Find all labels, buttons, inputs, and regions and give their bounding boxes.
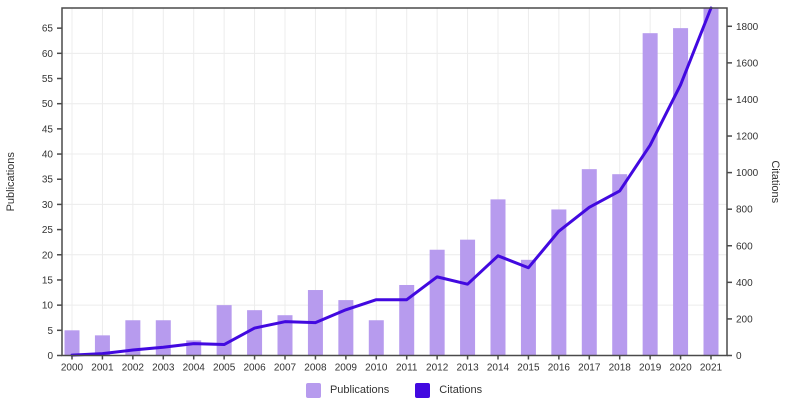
bar-2005 bbox=[216, 305, 232, 356]
svg-text:200: 200 bbox=[736, 314, 753, 325]
bar-2021 bbox=[703, 8, 719, 356]
svg-text:2001: 2001 bbox=[91, 363, 114, 374]
bar-2006 bbox=[247, 310, 263, 356]
svg-text:55: 55 bbox=[42, 74, 54, 85]
bar-2014 bbox=[490, 199, 506, 356]
bar-2007 bbox=[277, 315, 293, 356]
svg-text:5: 5 bbox=[47, 326, 53, 337]
bar-2003 bbox=[155, 320, 171, 356]
svg-text:40: 40 bbox=[42, 150, 54, 161]
plot-border bbox=[61, 7, 728, 357]
svg-text:25: 25 bbox=[42, 225, 54, 236]
svg-text:2011: 2011 bbox=[396, 363, 418, 374]
legend-label-publications: Publications bbox=[329, 384, 390, 396]
right-axis-title: Citations bbox=[769, 160, 781, 203]
svg-text:1800: 1800 bbox=[736, 22, 759, 33]
legend-label-citations: Citations bbox=[439, 384, 483, 396]
svg-text:45: 45 bbox=[42, 124, 54, 135]
bar-2002 bbox=[125, 320, 141, 356]
legend-item-publications: Publications bbox=[305, 382, 390, 398]
svg-text:2008: 2008 bbox=[304, 363, 327, 374]
svg-text:2006: 2006 bbox=[243, 363, 266, 374]
svg-text:1000: 1000 bbox=[736, 168, 759, 179]
svg-text:2009: 2009 bbox=[335, 363, 358, 374]
svg-text:1200: 1200 bbox=[736, 132, 759, 143]
svg-text:2019: 2019 bbox=[639, 363, 662, 374]
bar-2012 bbox=[429, 249, 445, 356]
svg-text:2004: 2004 bbox=[183, 363, 206, 374]
bar-2017 bbox=[581, 169, 597, 356]
svg-text:2015: 2015 bbox=[517, 363, 540, 374]
legend-item-citations: Citations bbox=[415, 382, 483, 398]
svg-text:2002: 2002 bbox=[122, 363, 145, 374]
svg-text:10: 10 bbox=[42, 301, 54, 312]
svg-text:400: 400 bbox=[736, 278, 753, 289]
bar-2001 bbox=[94, 335, 110, 356]
svg-text:2016: 2016 bbox=[548, 363, 571, 374]
svg-text:2020: 2020 bbox=[669, 363, 692, 374]
publications-swatch-icon bbox=[305, 382, 321, 398]
bar-2018 bbox=[612, 174, 628, 356]
bar-2013 bbox=[460, 239, 476, 356]
svg-text:60: 60 bbox=[42, 49, 54, 60]
left-axis-title: Publications bbox=[5, 152, 17, 212]
x-axis: 2000 2001 2002 2003 2004 2005 2006 2007 2008 2009… bbox=[61, 355, 723, 374]
svg-text:65: 65 bbox=[42, 24, 54, 35]
bar-2019 bbox=[642, 33, 658, 356]
chart-legend: Publications Citations bbox=[0, 374, 788, 406]
right-axis: 0 200 400 600 800 1000 1200 1400 1600 1800 bbox=[727, 22, 759, 362]
svg-text:1600: 1600 bbox=[736, 58, 759, 69]
bar-2011 bbox=[399, 284, 415, 356]
svg-text:1400: 1400 bbox=[736, 95, 759, 106]
svg-text:0: 0 bbox=[47, 351, 53, 362]
svg-text:2003: 2003 bbox=[152, 363, 175, 374]
svg-text:2010: 2010 bbox=[365, 363, 388, 374]
bar-2020 bbox=[673, 28, 689, 356]
svg-text:50: 50 bbox=[42, 99, 54, 110]
svg-text:15: 15 bbox=[42, 275, 54, 286]
bar-2010 bbox=[368, 320, 384, 356]
svg-text:2005: 2005 bbox=[213, 363, 236, 374]
svg-text:2012: 2012 bbox=[426, 363, 449, 374]
citations-line bbox=[70, 6, 713, 357]
svg-text:2018: 2018 bbox=[609, 363, 632, 374]
bar-2000 bbox=[64, 330, 80, 356]
citations-swatch-icon bbox=[415, 382, 431, 398]
bar-2015 bbox=[520, 259, 536, 356]
svg-text:20: 20 bbox=[42, 250, 54, 261]
chart-plot-area: 0 5 10 15 20 25 30 35 40 45 50 55 60 65 0 200 400 600 800 1… bbox=[5, 6, 781, 374]
svg-text:2017: 2017 bbox=[578, 363, 601, 374]
left-axis: 0 5 10 15 20 25 30 35 40 45 50 55 60 65 bbox=[42, 24, 62, 362]
svg-text:2014: 2014 bbox=[487, 363, 510, 374]
svg-text:35: 35 bbox=[42, 175, 54, 186]
svg-text:2007: 2007 bbox=[274, 363, 297, 374]
bar-2016 bbox=[551, 209, 567, 356]
publications-bars bbox=[64, 8, 719, 356]
svg-text:800: 800 bbox=[736, 205, 753, 216]
svg-text:2000: 2000 bbox=[61, 363, 84, 374]
svg-text:600: 600 bbox=[736, 241, 753, 252]
svg-text:0: 0 bbox=[736, 351, 742, 362]
svg-text:2021: 2021 bbox=[700, 363, 723, 374]
bar-2009 bbox=[338, 300, 354, 356]
svg-text:30: 30 bbox=[42, 200, 54, 211]
svg-text:2013: 2013 bbox=[456, 363, 479, 374]
